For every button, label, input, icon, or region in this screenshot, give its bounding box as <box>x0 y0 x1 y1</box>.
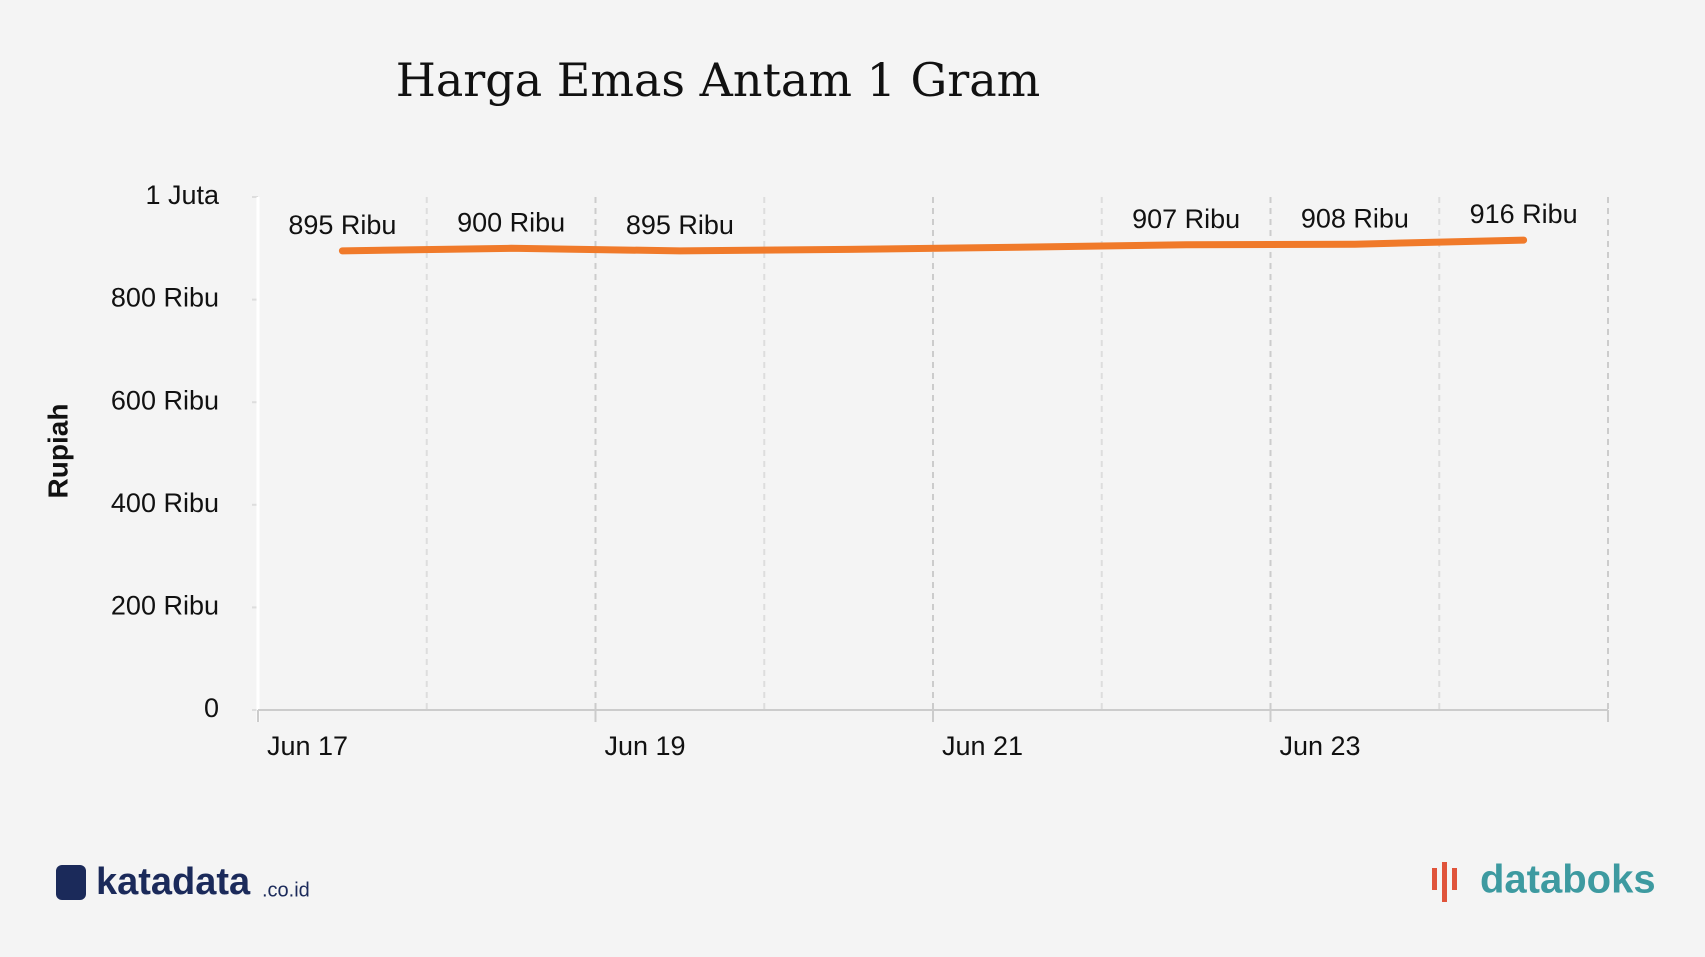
logo-text: databoks <box>1480 858 1656 902</box>
x-tick-label: Jun 21 <box>942 731 1023 761</box>
x-tick-label: Jun 19 <box>605 731 686 761</box>
y-tick-label: 400 Ribu <box>111 488 219 518</box>
y-tick-label: 200 Ribu <box>111 591 219 621</box>
logo-text: katadata <box>96 861 251 903</box>
logo-icon <box>1442 862 1447 902</box>
chart-title: Harga Emas Antam 1 Gram <box>396 53 1041 107</box>
data-label: 916 Ribu <box>1470 199 1578 229</box>
y-tick-label: 1 Juta <box>145 180 220 210</box>
logo-suffix: .co.id <box>262 879 310 901</box>
data-label: 908 Ribu <box>1301 203 1409 233</box>
y-axis-label: Rupiah <box>42 404 73 499</box>
data-label: 895 Ribu <box>288 210 396 240</box>
data-label: 895 Ribu <box>626 210 734 240</box>
line <box>338 236 1528 255</box>
katadata-logo: katadata .co.id <box>56 861 310 903</box>
y-tick-label: 0 <box>204 693 219 723</box>
logo-icon <box>56 865 86 900</box>
data-label: 900 Ribu <box>457 207 565 237</box>
logo-icon <box>1452 868 1457 890</box>
y-tick-label: 600 Ribu <box>111 385 219 415</box>
databoks-logo: databoks <box>1432 858 1656 902</box>
x-tick-label: Jun 23 <box>1280 731 1361 761</box>
data-label: 907 Ribu <box>1132 204 1240 234</box>
x-tick-label: Jun 17 <box>267 731 348 761</box>
y-tick-label: 800 Ribu <box>111 283 219 313</box>
logo-icon <box>1432 868 1437 890</box>
